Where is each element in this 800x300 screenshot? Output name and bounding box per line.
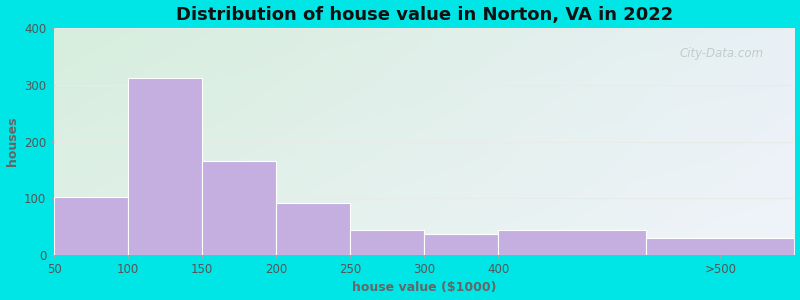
- Bar: [350, 230, 424, 255]
- Bar: [424, 234, 498, 255]
- Bar: [276, 203, 350, 255]
- Y-axis label: houses: houses: [6, 117, 18, 166]
- Bar: [54, 197, 128, 255]
- Text: City-Data.com: City-Data.com: [680, 47, 764, 60]
- X-axis label: house value ($1000): house value ($1000): [352, 281, 497, 294]
- Title: Distribution of house value in Norton, VA in 2022: Distribution of house value in Norton, V…: [175, 6, 673, 24]
- Bar: [646, 238, 794, 255]
- Bar: [498, 230, 646, 255]
- Bar: [128, 78, 202, 255]
- Bar: [202, 161, 276, 255]
